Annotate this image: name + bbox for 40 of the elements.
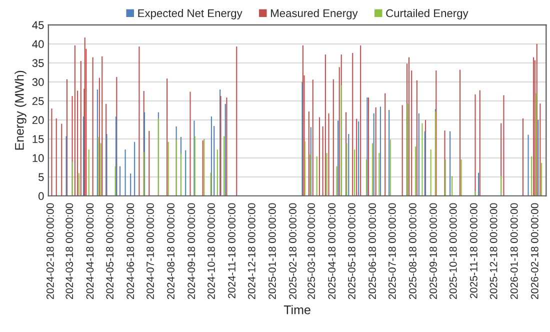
- x-tick-label: 2026-02-18 00:00:00: [530, 203, 538, 300]
- x-tick-label: 2026-01-18 00:00:00: [510, 203, 518, 300]
- x-tick-label: 2024-12-18 00:00:00: [248, 203, 256, 300]
- y-tick-label: 35: [32, 59, 44, 68]
- x-tick-label: 2024-05-18 00:00:00: [106, 203, 114, 300]
- y-tick-label: 25: [32, 97, 44, 106]
- y-tick-label: 10: [32, 154, 44, 162]
- x-tick-label: 2025-05-18 00:00:00: [348, 203, 356, 300]
- x-tick-label: 2024-07-18 00:00:00: [146, 203, 154, 300]
- y-tick-label: 15: [32, 135, 44, 144]
- x-tick-label: 2025-06-18 00:00:00: [368, 203, 376, 300]
- x-tick-label: 2025-01-18 00:00:00: [268, 203, 276, 300]
- x-tick-label: 2024-02-18 00:00:00: [46, 203, 54, 300]
- x-tick-label: 2024-03-18 00:00:00: [66, 203, 74, 300]
- y-tick-label: 5: [38, 173, 44, 182]
- x-tick-label: 2024-10-18 00:00:00: [208, 203, 215, 300]
- x-tick-label: 2024-06-18 00:00:00: [126, 203, 134, 300]
- x-tick-label: 2025-08-18 00:00:00: [409, 203, 416, 300]
- x-tick-label: 2025-10-18 00:00:00: [449, 203, 457, 300]
- x-tick-label: 2024-09-18 00:00:00: [188, 203, 196, 300]
- x-tick-label: 2025-07-18 00:00:00: [388, 203, 396, 300]
- x-tick-label: 2024-08-18 00:00:00: [167, 203, 174, 300]
- x-axis-title: Time: [284, 305, 310, 314]
- x-tick-label: 2025-03-18 00:00:00: [308, 203, 315, 300]
- legend-label: Measured Energy: [271, 8, 358, 20]
- y-tick-label: 30: [32, 78, 44, 86]
- legend-label: Curtailed Energy: [386, 8, 468, 20]
- x-tick-label: 2025-04-18 00:00:00: [328, 203, 336, 300]
- x-tick-label: 2025-09-18 00:00:00: [430, 203, 437, 300]
- y-tick-label: 0: [38, 192, 44, 200]
- x-tick-label: 2025-02-18 00:00:00: [289, 203, 296, 300]
- legend-label: Expected Net Energy: [138, 8, 242, 20]
- x-tick-label: 2025-12-18 00:00:00: [490, 203, 498, 300]
- y-tick-label: 20: [32, 116, 44, 124]
- x-tick-label: 2025-11-18 00:00:00: [470, 203, 478, 298]
- x-tick-label: 2024-11-18 00:00:00: [228, 203, 236, 298]
- y-tick-label: 45: [32, 21, 44, 30]
- y-axis-title: Energy (MWh): [14, 70, 26, 150]
- x-tick-label: 2024-04-18 00:00:00: [86, 203, 94, 300]
- y-tick-label: 40: [32, 40, 44, 48]
